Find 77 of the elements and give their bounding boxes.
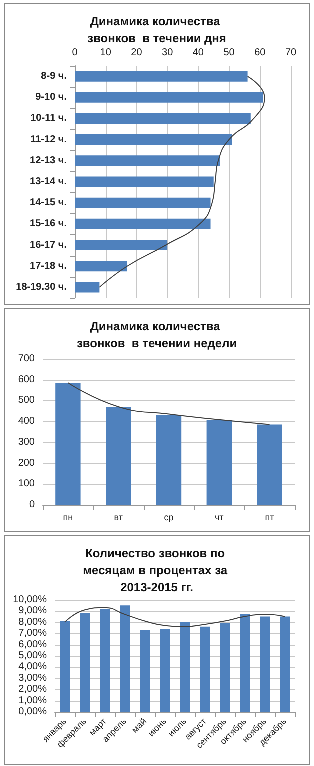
y-tick-label: 18-19.30 ч. bbox=[16, 282, 68, 293]
x-tick-label: 40 bbox=[192, 48, 204, 58]
chart-title: Динамика количества звонков в течении недели bbox=[76, 320, 238, 350]
y-tick-label: 9,00% bbox=[18, 606, 48, 617]
y-tick-label: 16-17 ч. bbox=[30, 240, 68, 251]
y-tick-label: 0 bbox=[29, 500, 36, 510]
y-tick-label: 1,00% bbox=[18, 695, 48, 706]
y-tick-label: 10,00% bbox=[13, 594, 48, 606]
bar bbox=[260, 616, 270, 712]
y-tick-label: 9-10 ч. bbox=[36, 92, 68, 104]
x-tick-label: май bbox=[130, 716, 149, 735]
bar bbox=[75, 71, 248, 82]
bar bbox=[80, 613, 90, 712]
x-tick-label: 60 bbox=[254, 48, 266, 58]
bar bbox=[160, 629, 170, 712]
y-tick-label: 5,00% bbox=[18, 650, 48, 662]
x-tick-label: 0 bbox=[72, 48, 78, 58]
chart-title: Динамика количества звонков в течении дня bbox=[88, 14, 226, 46]
bar bbox=[106, 406, 132, 505]
y-tick-label: 3,00% bbox=[18, 672, 48, 684]
bar bbox=[75, 113, 251, 124]
y-tick-label: 700 bbox=[18, 354, 36, 364]
y-tick-label: 500 bbox=[18, 395, 36, 406]
line-series bbox=[64, 607, 286, 628]
bar bbox=[280, 616, 290, 712]
y-tick-label: 300 bbox=[18, 436, 36, 448]
bar bbox=[75, 261, 128, 272]
y-tick-label: 8-9 ч. bbox=[41, 71, 68, 82]
line-series bbox=[68, 382, 270, 426]
bar bbox=[100, 608, 110, 712]
bar bbox=[240, 614, 250, 712]
x-tick-label: пт bbox=[265, 512, 274, 522]
y-tick-label: 2,00% bbox=[18, 684, 48, 696]
bar bbox=[75, 156, 220, 166]
y-tick-label: 100 bbox=[18, 478, 36, 490]
y-tick-label: 4,00% bbox=[18, 662, 48, 673]
y-tick-label: 14-15 ч. bbox=[30, 198, 68, 209]
x-tick-label: 10 bbox=[100, 48, 112, 58]
y-tick-label: 17-18 ч. bbox=[30, 260, 68, 272]
bar bbox=[75, 134, 232, 146]
x-tick-label: пн bbox=[63, 512, 74, 522]
x-tick-label: 20 bbox=[131, 48, 143, 58]
y-tick-label: 11-12 ч. bbox=[30, 134, 68, 146]
y-tick-label: 400 bbox=[18, 416, 36, 428]
bar bbox=[120, 606, 130, 712]
x-tick-label: 50 bbox=[224, 48, 236, 58]
y-tick-label: 0,00% bbox=[18, 706, 48, 718]
bar bbox=[180, 622, 190, 712]
bar bbox=[75, 198, 211, 208]
x-tick-label: вт bbox=[114, 512, 123, 522]
x-tick-label: ср bbox=[164, 512, 174, 522]
bar bbox=[220, 624, 230, 712]
bar bbox=[75, 240, 168, 251]
y-tick-label: 200 bbox=[18, 458, 36, 469]
y-tick-label: 7,00% bbox=[18, 628, 48, 640]
y-tick-label: 12-13 ч. bbox=[30, 155, 68, 166]
bar bbox=[75, 218, 211, 230]
y-tick-label: 15-16 ч. bbox=[30, 218, 68, 230]
y-tick-label: 13-14 ч. bbox=[30, 176, 68, 188]
bar bbox=[75, 282, 100, 293]
y-tick-label: 6,00% bbox=[18, 639, 48, 650]
y-tick-label: 10-11 ч. bbox=[30, 113, 68, 124]
bar bbox=[206, 420, 232, 505]
bar bbox=[75, 176, 214, 188]
y-tick-label: 8,00% bbox=[18, 616, 48, 628]
bar bbox=[75, 92, 264, 103]
bar bbox=[156, 415, 182, 505]
x-tick-label: 30 bbox=[162, 48, 174, 58]
x-tick-label: 70 bbox=[285, 48, 297, 58]
bar bbox=[200, 626, 210, 712]
bar bbox=[257, 424, 282, 505]
bar bbox=[60, 621, 70, 712]
y-tick-label: 600 bbox=[18, 374, 36, 386]
bar bbox=[140, 630, 150, 712]
chart-title: Количество звонков по месяцам в процентах за 2013-2015 гг. bbox=[83, 546, 231, 594]
x-tick-label: чт bbox=[214, 512, 224, 522]
bar bbox=[56, 382, 81, 505]
